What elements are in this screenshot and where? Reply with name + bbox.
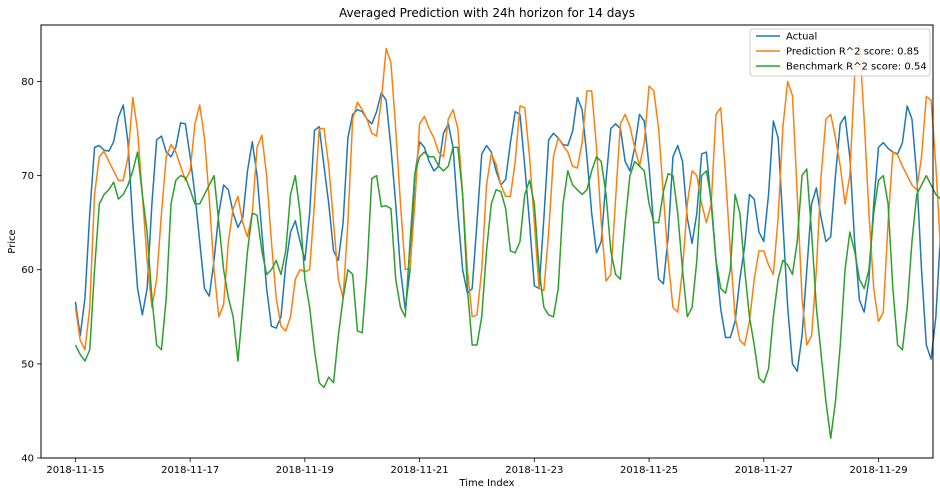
x-tick-label: 2018-11-21 [391, 465, 449, 476]
chart-title: Averaged Prediction with 24h horizon for… [339, 6, 635, 20]
x-tick-label: 2018-11-23 [505, 465, 563, 476]
x-tick-label: 2018-11-25 [620, 465, 678, 476]
legend: Actual Prediction R^2 score: 0.85 Benchm… [749, 28, 931, 77]
x-tick-label: 2018-11-29 [849, 465, 907, 476]
series-line-prediction [74, 40, 940, 351]
x-axis-label: Time Index [458, 478, 514, 489]
y-tick-label: 50 [21, 359, 34, 370]
series-layer [74, 40, 940, 439]
legend-label-benchmark: Benchmark R^2 score: 0.54 [786, 62, 927, 73]
ticks-layer: 2018-11-15 2018-11-17 2018-11-19 2018-11-21… [21, 77, 907, 476]
legend-label-prediction: Prediction R^2 score: 0.85 [786, 47, 919, 58]
legend-label-actual: Actual [786, 32, 817, 43]
y-axis-label: Price [7, 229, 18, 253]
y-tick-label: 70 [21, 171, 34, 182]
y-tick-label: 40 [21, 454, 34, 465]
x-tick-label: 2018-11-27 [735, 465, 793, 476]
y-tick-label: 80 [21, 77, 34, 88]
legend-box [749, 28, 931, 77]
x-tick-label: 2018-11-15 [46, 465, 104, 476]
x-tick-label: 2018-11-17 [161, 465, 219, 476]
x-tick-label: 2018-11-19 [276, 465, 334, 476]
y-tick-label: 60 [21, 265, 34, 276]
plot-frame [40, 24, 934, 459]
series-line-benchmark [74, 146, 940, 439]
